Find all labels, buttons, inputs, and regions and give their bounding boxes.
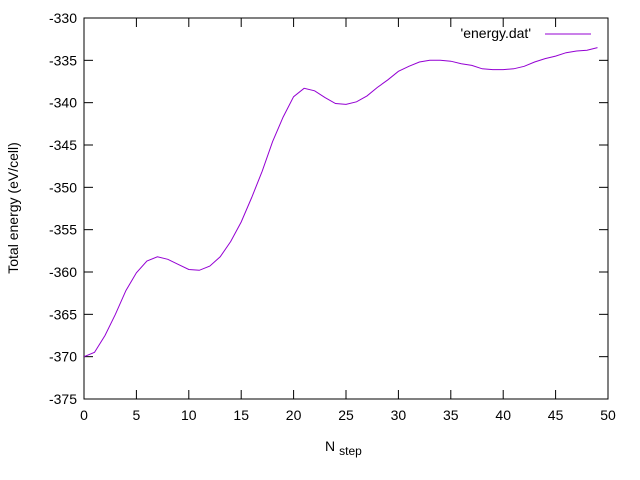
x-tick-label: 45 [548, 407, 564, 423]
x-tick-label: 20 [286, 407, 302, 423]
y-axis-label: Total energy (eV/cell) [5, 142, 21, 274]
y-axis-ticks: -375 -370 -365 -360 -355 -350 -345 -340 -335 -330 [49, 10, 608, 407]
x-tick-label: 0 [80, 407, 88, 423]
x-tick-label: 40 [495, 407, 511, 423]
energy-series-line [83, 47, 598, 358]
y-tick-label: -355 [49, 222, 77, 238]
y-tick-label: -350 [49, 179, 77, 195]
y-tick-label: -330 [49, 10, 77, 26]
x-tick-label: 5 [133, 407, 141, 423]
x-tick-label: 25 [338, 407, 354, 423]
y-tick-label: -335 [49, 52, 77, 68]
y-tick-label: -360 [49, 264, 77, 280]
x-tick-label: 35 [443, 407, 459, 423]
y-tick-label: -345 [49, 137, 77, 153]
y-tick-label: -365 [49, 306, 77, 322]
x-tick-label: 30 [391, 407, 407, 423]
legend-label: 'energy.dat' [461, 25, 531, 41]
plot-frame [83, 17, 609, 400]
x-tick-label: 50 [600, 407, 616, 423]
x-tick-label: 15 [233, 407, 249, 423]
x-tick-label: 10 [181, 407, 197, 423]
y-tick-label: -375 [49, 391, 77, 407]
y-tick-label: -340 [49, 95, 77, 111]
y-tick-label: -370 [49, 349, 77, 365]
x-axis-ticks: 0 5 10 15 20 25 30 35 40 45 50 [80, 18, 616, 423]
